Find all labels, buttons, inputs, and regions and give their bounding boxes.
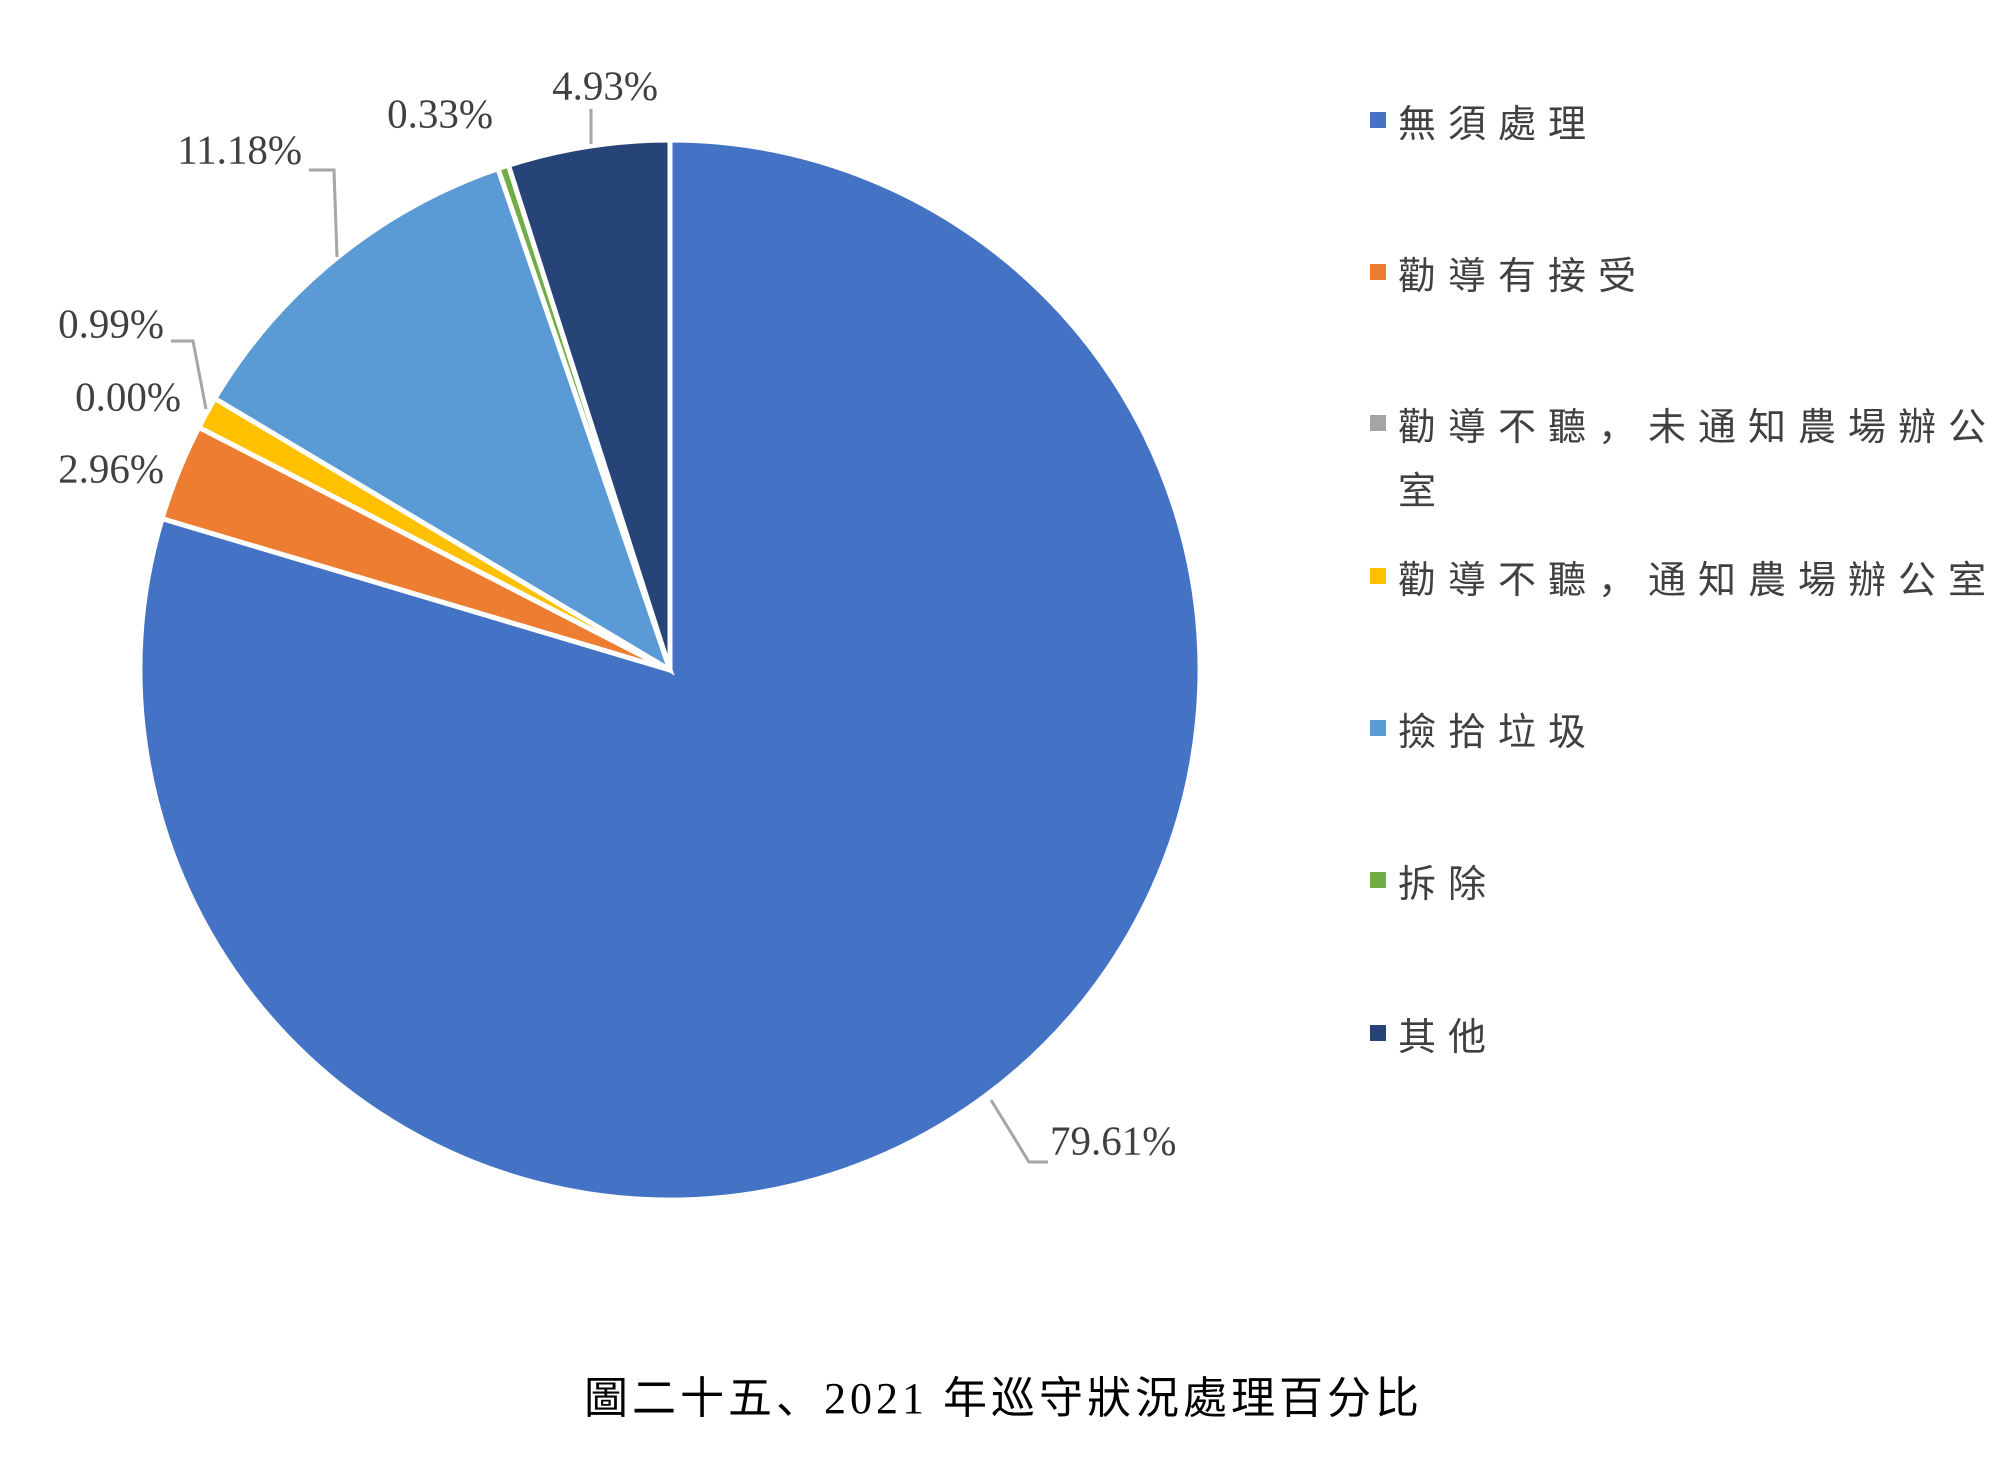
legend-label: 勸導不聽，未通知農場辦公室 <box>1398 405 1999 513</box>
legend-item: 勸導不聽，未通知農場辦公室 <box>1370 395 2000 523</box>
leader-line <box>989 1099 1048 1164</box>
data-label: 0.00% <box>75 373 181 419</box>
legend-label: 其他 <box>1398 1015 1499 1059</box>
legend-label: 拆除 <box>1398 862 1499 906</box>
legend-label: 勸導不聽，通知農場辦公室 <box>1398 558 1999 602</box>
data-label: 11.18% <box>177 126 302 172</box>
data-label: 2.96% <box>58 445 164 491</box>
legend-item: 無須處理 <box>1370 92 2000 156</box>
legend-swatch <box>1370 112 1386 128</box>
data-label: 79.61% <box>1050 1117 1176 1163</box>
legend-swatch <box>1370 872 1386 888</box>
pie-slice <box>137 137 1203 1203</box>
legend-label: 無須處理 <box>1398 102 1599 146</box>
leader-line <box>171 339 208 410</box>
legend-item: 勸導不聽，通知農場辦公室 <box>1370 548 2000 612</box>
chart-title: 圖二十五、2021 年巡守狀況處理百分比 <box>584 1374 1423 1423</box>
legend-label: 撿拾垃圾 <box>1398 710 1599 754</box>
legend-swatch <box>1370 1025 1386 1041</box>
leader-line <box>309 168 339 258</box>
legend-item: 勸導有接受 <box>1370 244 2000 308</box>
legend-swatch <box>1370 415 1386 431</box>
legend-item: 其他 <box>1370 1005 2000 1069</box>
data-label: 0.99% <box>58 300 164 346</box>
legend-item: 拆除 <box>1370 852 2000 916</box>
legend-swatch <box>1370 568 1386 584</box>
legend-swatch <box>1370 264 1386 280</box>
pie-slice <box>211 165 675 676</box>
pie-slice <box>505 137 673 671</box>
legend-item: 撿拾垃圾 <box>1370 700 2000 764</box>
data-label: 4.93% <box>552 62 658 108</box>
legend-label: 勸導有接受 <box>1398 254 1649 298</box>
data-label: 0.33% <box>387 90 493 136</box>
legend-swatch <box>1370 720 1386 736</box>
